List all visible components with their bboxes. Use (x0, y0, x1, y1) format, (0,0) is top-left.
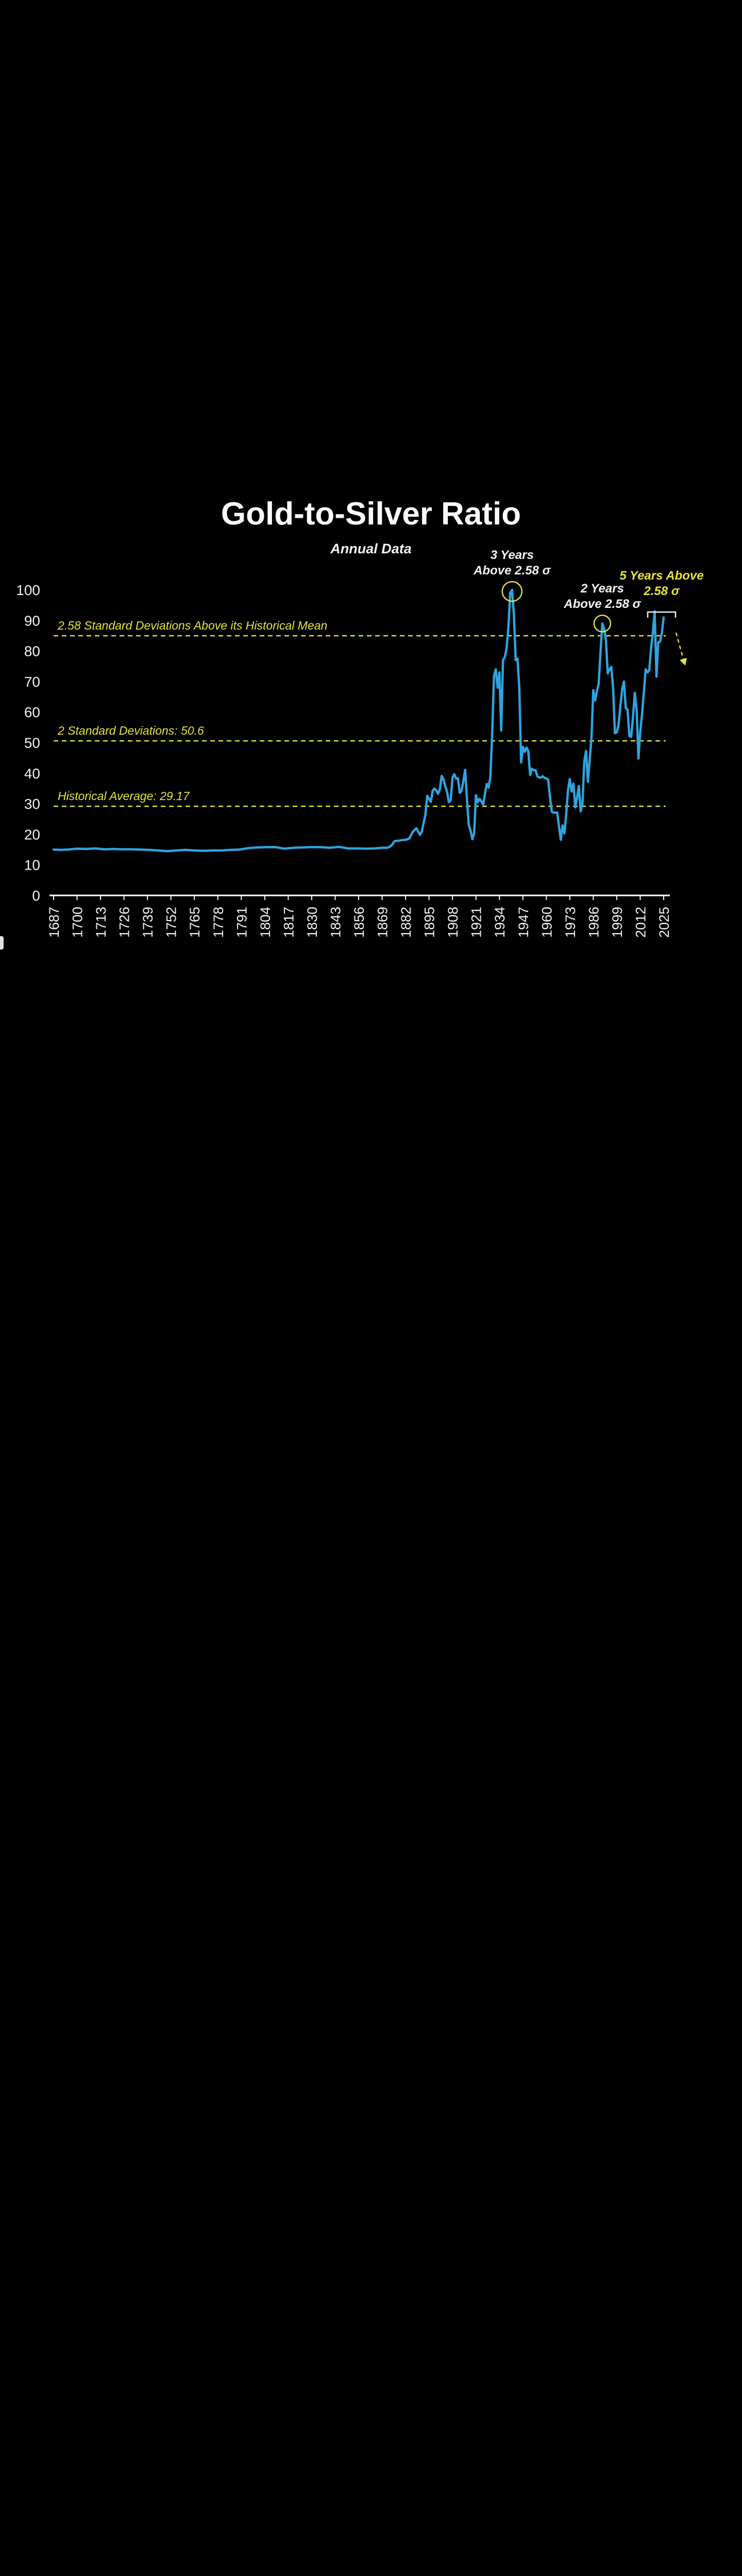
phone-screen: Gold-to-Silver Ratio Annual Data 0 10 20 30… (0, 496, 742, 1525)
reference-line-label-sigma258: 2.58 Standard Deviations Above its Histo… (57, 619, 327, 632)
x-tick-label: 1830 (305, 907, 320, 938)
annotation-text-ann-1941: Above 2.58 σ (473, 564, 551, 578)
projection-arrow-shaft (675, 632, 684, 659)
annotation-bracket-ann-recent (647, 611, 677, 618)
reference-line-label-mean: Historical Average: 29.17 (58, 789, 190, 803)
y-tick-label: 30 (24, 796, 40, 812)
x-tick-label: 1947 (516, 907, 531, 938)
x-tick-label: 1921 (469, 907, 484, 938)
x-tick-label: 1791 (234, 907, 249, 938)
x-tick-label: 1999 (610, 907, 625, 938)
ratio-line-series (52, 588, 665, 853)
annotation-text-ann-1991: 2 Years (580, 582, 624, 596)
x-tick-label: 1765 (187, 907, 203, 938)
x-tick-label: 1817 (281, 907, 296, 938)
chart-subtitle: Annual Data (330, 541, 412, 556)
x-tick-label: 1713 (93, 907, 109, 938)
y-tick-label: 0 (32, 888, 40, 904)
projection-arrow-head (680, 658, 687, 666)
x-tick-label: 1986 (586, 907, 601, 938)
y-tick-label: 90 (24, 613, 40, 629)
x-tick-label: 1752 (164, 907, 179, 938)
x-tick-label: 1934 (492, 907, 508, 938)
system-navigation-bar (0, 1458, 742, 1525)
y-tick-label: 40 (24, 766, 40, 782)
x-tick-label: 1778 (211, 907, 226, 938)
y-tick-label: 80 (24, 643, 40, 659)
y-tick-label: 60 (24, 704, 40, 720)
chart-title: Gold-to-Silver Ratio (221, 496, 521, 532)
annotation-text-ann-1991: Above 2.58 σ (563, 597, 641, 611)
x-tick-label: 1804 (258, 907, 273, 938)
x-tick-label: 1739 (140, 907, 156, 938)
x-tick-label: 1882 (398, 907, 414, 938)
x-tick-label: 1726 (117, 907, 132, 938)
x-tick-label: 1960 (539, 907, 554, 938)
x-tick-label: 2012 (633, 907, 648, 938)
x-tick-label: 1856 (351, 907, 367, 938)
y-tick-label: 100 (16, 582, 40, 598)
y-tick-label: 10 (24, 857, 40, 873)
annotation-circle-ann-1941 (501, 581, 523, 602)
x-tick-label: 1908 (445, 907, 461, 938)
reference-line-label-sigma2: 2 Standard Deviations: 50.6 (57, 724, 204, 737)
y-tick-label: 70 (24, 674, 40, 690)
x-tick-label: 1895 (422, 907, 437, 938)
annotation-text-ann-recent: 2.58 σ (643, 584, 680, 598)
annotation-text-ann-recent: 5 Years Above (619, 569, 703, 583)
gold-silver-ratio-chart: 0 10 20 30 40 50 60 70 80 90 100 1687 1700 1713 1726 17… (16, 548, 703, 938)
x-tick-label: 2025 (656, 907, 672, 938)
y-tick-label: 50 (24, 735, 40, 751)
y-tick-label: 20 (24, 826, 40, 842)
x-tick-label: 1687 (46, 907, 62, 938)
x-tick-label: 1973 (563, 907, 578, 938)
annotation-text-ann-1941: 3 Years (491, 548, 534, 562)
x-tick-label: 1700 (70, 907, 86, 938)
x-tick-label: 1843 (328, 907, 343, 938)
annotation-circle-ann-1991 (593, 614, 612, 633)
x-tick-label: 1869 (375, 907, 391, 938)
left-edge-artifact (0, 936, 4, 950)
